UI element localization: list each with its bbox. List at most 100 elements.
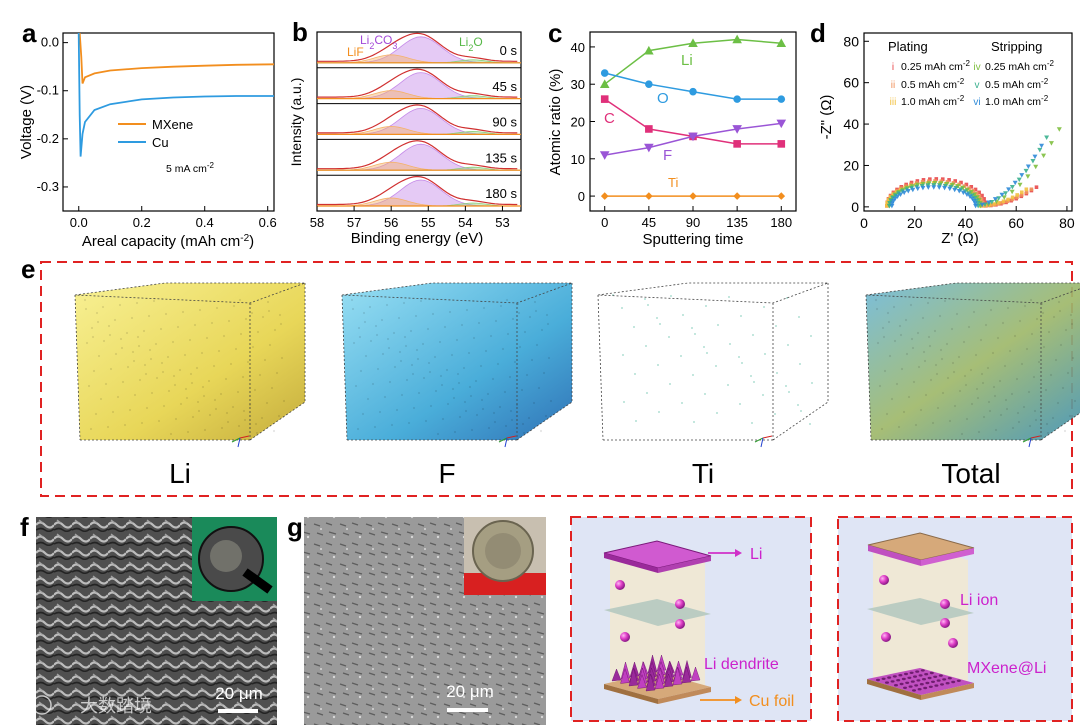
cube-speckle [1016, 411, 1020, 415]
cube-speckle [1023, 304, 1027, 308]
data-point [644, 45, 654, 55]
cube-speckle [716, 412, 718, 414]
legend-entry-vi: 1.0 mAh cm-2 [985, 94, 1049, 109]
series-label-o: O [657, 90, 669, 107]
axis-triad [1022, 437, 1032, 443]
li-dendrite-spike [654, 673, 665, 690]
cube-speckle [131, 350, 135, 354]
panel-a-ytick-label: -0.3 [37, 179, 59, 194]
cube-speckle [200, 351, 204, 355]
cube-speckle [106, 425, 110, 429]
cube-speckle [874, 298, 878, 302]
panel-b-xtick-label: 55 [421, 215, 435, 230]
cube-speckle [234, 347, 238, 351]
cube-speckle [977, 430, 981, 434]
cube-speckle [886, 311, 890, 315]
cube-speckle [1017, 420, 1021, 424]
series-line-cu [77, 33, 274, 157]
cube-speckle [249, 302, 253, 306]
cube-speckle [280, 356, 284, 360]
cube-speckle [484, 349, 488, 353]
cube-speckle [371, 382, 375, 386]
cube-speckle [128, 408, 132, 412]
legend-entry-ii: 0.5 mAh cm-2 [901, 77, 965, 92]
data-point [953, 179, 958, 183]
cube-speckle [965, 417, 969, 421]
panel-a-ytick-label: -0.1 [37, 83, 59, 98]
data-point [992, 197, 998, 202]
cube-speckle [358, 335, 362, 339]
data-point [645, 192, 653, 200]
data-point [1003, 191, 1009, 196]
cube-speckle [416, 357, 420, 361]
cube-speckle [797, 404, 799, 406]
panel-d-xtick-label: 20 [907, 215, 923, 231]
cube-speckle [143, 363, 147, 367]
panel-c-ylabel: Atomic ratio (%) [547, 69, 564, 176]
cube-speckle [511, 317, 515, 321]
mxene-surface-dot [929, 671, 934, 675]
cube-speckle [167, 389, 171, 393]
cube-speckle [738, 356, 740, 358]
panel-d-xtick-label: 60 [1008, 215, 1024, 231]
cube-speckle [539, 429, 543, 433]
cube-speckle [267, 309, 271, 313]
cube-speckle [130, 316, 134, 320]
cube-speckle [213, 398, 217, 402]
cube-speckle [1011, 426, 1015, 430]
cube-speckle [410, 363, 414, 367]
cube-speckle [253, 388, 257, 392]
cube-speckle [378, 410, 382, 414]
data-point [926, 179, 931, 184]
cube-speckle [1064, 328, 1068, 332]
cube-speckle [621, 307, 623, 309]
data-point [1034, 185, 1039, 189]
axis-triad [760, 437, 764, 448]
cube-speckle [1046, 431, 1050, 435]
mxene-surface-dot [936, 679, 941, 682]
cube-speckle [174, 417, 178, 421]
cube-speckle [994, 428, 998, 432]
cube-speckle [436, 432, 440, 436]
panel-a-voltage-chart: 0.0 0.2 0.4 0.6 0.0 -0.1 -0.2 -0.3 Areal capaci… [18, 32, 277, 250]
component-li2o: Li2O [459, 35, 483, 53]
cube-speckle [750, 375, 752, 377]
cube-speckle [898, 324, 902, 328]
series-label-c: C [604, 110, 615, 127]
cube-speckle [157, 419, 161, 423]
mxene-surface-dot [904, 672, 908, 676]
cube-speckle [107, 324, 111, 328]
cube-speckle [236, 390, 240, 394]
cube-speckle [486, 392, 490, 396]
cube-speckle [972, 310, 976, 314]
cube-speckle [118, 303, 122, 307]
cube-speckle [875, 307, 879, 311]
cube-speckle [518, 345, 522, 349]
cube-speckle [487, 426, 491, 430]
panel-d-ylabel: -Z" (Ω) [818, 95, 835, 140]
data-point [1029, 187, 1034, 192]
cube-speckle [787, 344, 789, 346]
data-point [928, 177, 932, 181]
cube-speckle [703, 346, 705, 348]
data-point [777, 140, 786, 148]
cube-speckle [1018, 319, 1022, 323]
data-point [1005, 199, 1010, 204]
data-point [964, 192, 970, 197]
panel-b-ylabel: Intensity (a.u.) [288, 78, 304, 167]
axis-triad [504, 437, 508, 448]
cube-speckle [87, 384, 91, 388]
cube-speckle [919, 408, 923, 412]
data-point [732, 34, 742, 44]
cube-label-f: F [438, 458, 455, 489]
data-point [969, 196, 975, 202]
cube-speckle [881, 326, 885, 330]
mxene-surface-dot [933, 675, 938, 678]
panel-b-time-label: 135 s [485, 150, 517, 165]
cube-speckle [411, 372, 415, 376]
cube-speckle [172, 374, 176, 378]
cube-speckle [1033, 409, 1037, 413]
cube-speckle [186, 430, 190, 434]
watermark: 大数踏境 [32, 695, 152, 716]
cube-speckle [279, 322, 283, 326]
